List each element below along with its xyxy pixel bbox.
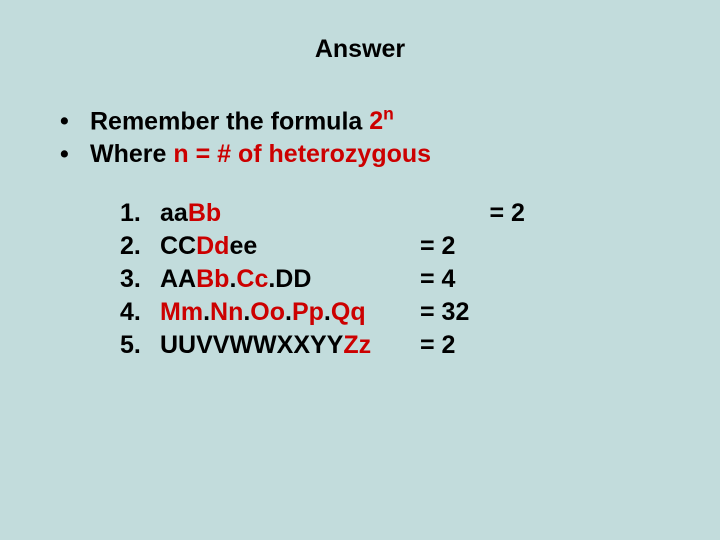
item-result: = 2 — [420, 199, 525, 228]
bullet-text-highlight: n = # of heterozygous — [173, 140, 431, 168]
item-genotype: Mm.Nn.Oo.Pp.Qq — [160, 298, 420, 327]
item-number: 4. — [120, 298, 160, 327]
bullet-list: • Remember the formula 2n • Where n = # … — [60, 104, 670, 169]
item-result: = 2 — [420, 331, 455, 360]
item-number: 1. — [120, 199, 160, 228]
bullet-item: • Remember the formula 2n — [60, 104, 670, 136]
slide: Answer • Remember the formula 2n • Where… — [0, 0, 720, 540]
item-genotype: UUVVWWXXYYZz — [160, 331, 420, 360]
list-item: 1.aaBb = 2 — [120, 199, 670, 228]
list-item: 4.Mm.Nn.Oo.Pp.Qq= 32 — [120, 298, 670, 327]
bullet-text-plain: Where — [90, 140, 173, 168]
item-result: = 2 — [420, 232, 455, 261]
item-result: = 4 — [420, 265, 455, 294]
list-item: 3.AABb.Cc.DD= 4 — [120, 265, 670, 294]
numbered-list: 1.aaBb = 22.CCDdee= 23.AABb.Cc.DD= 44.Mm… — [120, 199, 670, 360]
bullet-text: Where n = # of heterozygous — [90, 140, 431, 169]
bullet-marker: • — [60, 140, 90, 169]
item-genotype: aaBb — [160, 199, 420, 228]
bullet-text-plain: Remember the formula — [90, 107, 369, 135]
bullet-item: • Where n = # of heterozygous — [60, 140, 670, 169]
item-number: 5. — [120, 331, 160, 360]
item-genotype: CCDdee — [160, 232, 420, 261]
list-item: 5.UUVVWWXXYYZz= 2 — [120, 331, 670, 360]
bullet-text-highlight: 2n — [369, 107, 394, 135]
item-number: 3. — [120, 265, 160, 294]
item-genotype: AABb.Cc.DD — [160, 265, 420, 294]
list-item: 2.CCDdee= 2 — [120, 232, 670, 261]
slide-title: Answer — [50, 35, 670, 64]
item-number: 2. — [120, 232, 160, 261]
item-result: = 32 — [420, 298, 469, 327]
bullet-marker: • — [60, 107, 90, 136]
bullet-text: Remember the formula 2n — [90, 104, 394, 136]
